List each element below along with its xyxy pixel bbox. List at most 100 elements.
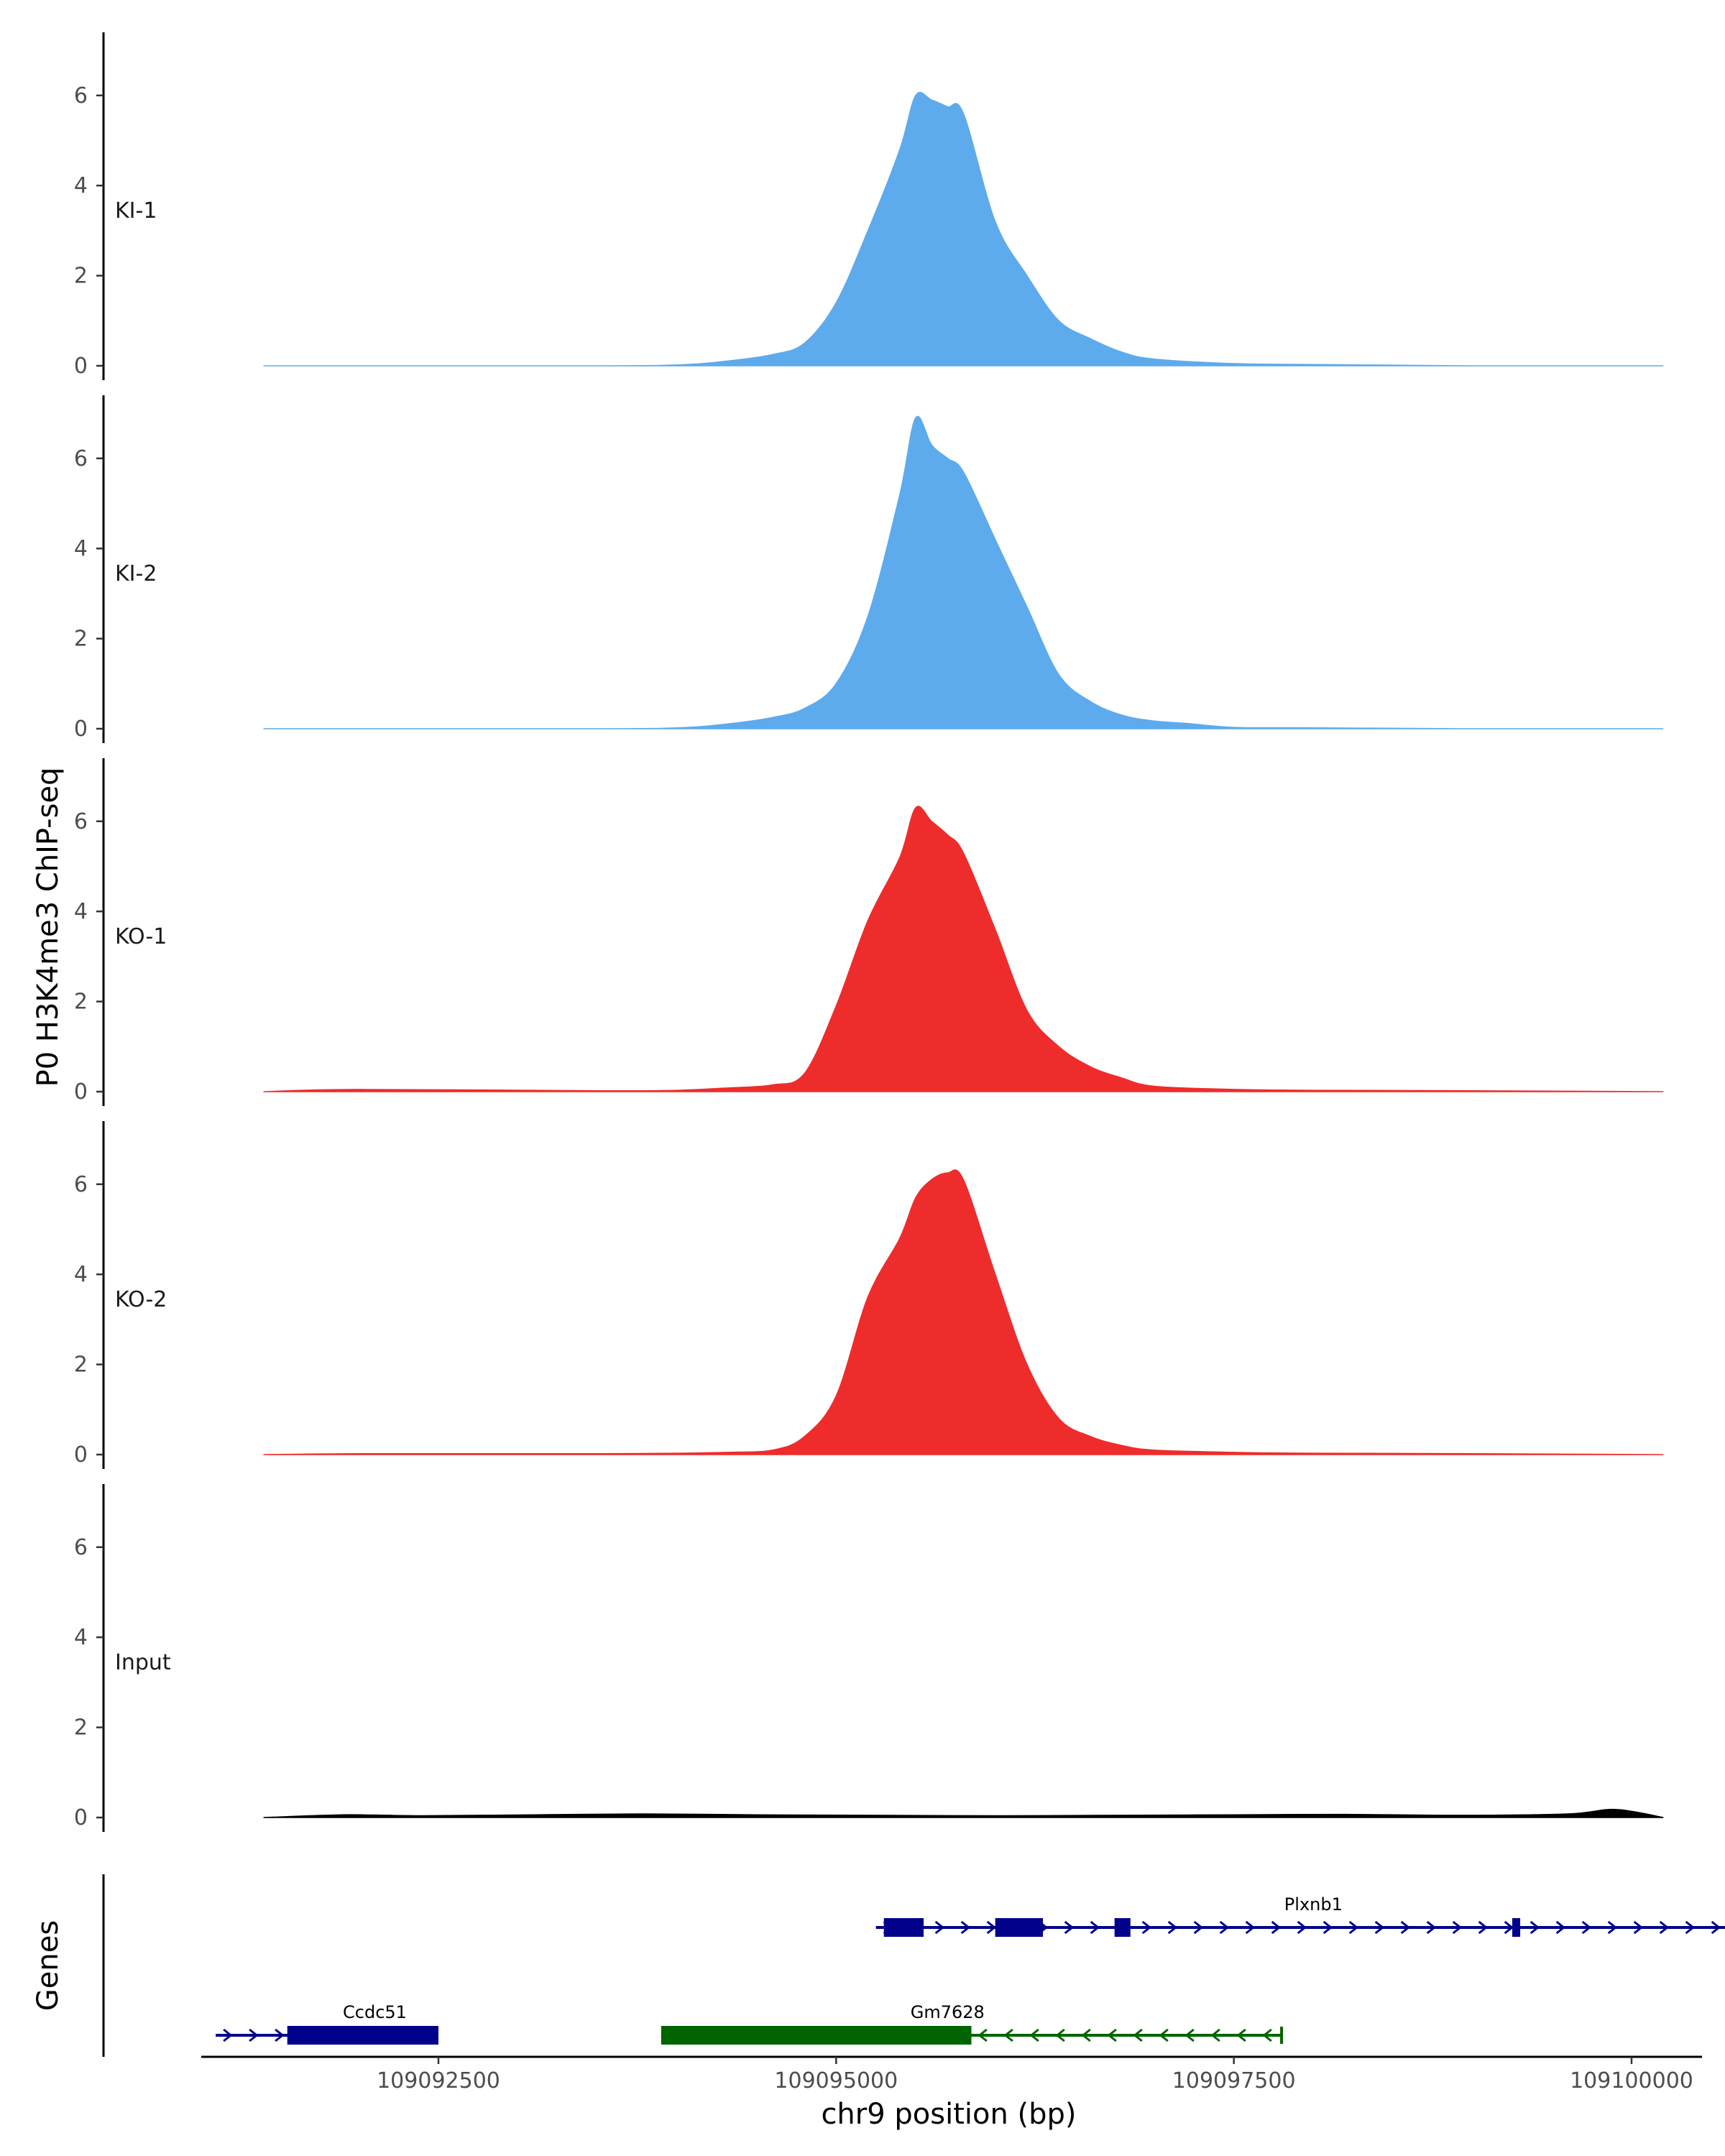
track-ki-1: 0 2 4 6 KI-1 xyxy=(74,32,1664,380)
coverage-area-input xyxy=(263,1808,1664,1818)
track-label: Input xyxy=(115,1650,171,1675)
gene-gm7628: Gm7628 xyxy=(661,2002,1284,2045)
gene-exon xyxy=(1512,1918,1521,1937)
strand-chevron xyxy=(1210,2028,1220,2042)
strand-chevron xyxy=(1426,1920,1437,1935)
strand-chevron xyxy=(960,1920,971,1935)
coverage-area-ko-1 xyxy=(263,806,1664,1092)
x-tick-label: 109095000 xyxy=(774,2068,898,2093)
strand-chevron xyxy=(1081,2028,1091,2042)
track-label: KO-1 xyxy=(115,924,167,949)
y-tick-label: 2 xyxy=(74,1715,88,1741)
track-label: KI-1 xyxy=(115,198,157,224)
strand-chevron xyxy=(1003,2028,1013,2042)
y-tick-label: 2 xyxy=(74,627,88,652)
y-tick-label: 4 xyxy=(74,1625,88,1650)
y-tick-label: 4 xyxy=(74,899,88,924)
strand-chevron xyxy=(223,2028,233,2042)
gene-plxnb1: Plxnb1 xyxy=(875,1894,1725,1937)
strand-chevron xyxy=(1530,1920,1540,1935)
y-tick-label: 2 xyxy=(74,264,88,289)
coverage-area-ki-2 xyxy=(263,415,1664,729)
strand-chevron xyxy=(934,1920,945,1935)
strand-chevron xyxy=(1159,2028,1169,2042)
strand-chevron xyxy=(1452,1920,1463,1935)
strand-chevron xyxy=(1659,1920,1670,1935)
strand-chevron xyxy=(1090,1920,1100,1935)
strand-chevron xyxy=(249,2028,259,2042)
y-tick-label: 6 xyxy=(74,446,88,471)
y-tick-label: 6 xyxy=(74,1172,88,1197)
strand-chevron xyxy=(1262,2028,1272,2042)
y-tick-label: 4 xyxy=(74,536,88,561)
strand-chevron xyxy=(1167,1920,1178,1935)
strand-chevron xyxy=(986,1920,997,1935)
coverage-area-ki-1 xyxy=(263,91,1664,367)
strand-chevron xyxy=(1029,2028,1039,2042)
y-tick-label: 0 xyxy=(74,1442,88,1468)
y-tick-label: 6 xyxy=(74,1535,88,1560)
strand-chevron xyxy=(978,2028,988,2042)
gene-exon xyxy=(995,1918,1044,1937)
y-tick-label: 0 xyxy=(74,1079,88,1105)
strand-chevron xyxy=(1581,1920,1592,1935)
y-tick-label: 2 xyxy=(74,990,88,1015)
strand-chevron xyxy=(1504,1920,1514,1935)
strand-chevron xyxy=(1633,1920,1644,1935)
y-tick-label: 0 xyxy=(74,717,88,742)
gene-label: Ccdc51 xyxy=(343,2002,407,2022)
x-tick-label: 109100000 xyxy=(1570,2068,1693,2093)
gene-label: Gm7628 xyxy=(911,2002,985,2022)
strand-chevron xyxy=(1133,2028,1143,2042)
track-input: 0 2 4 6 Input xyxy=(74,1484,1664,1832)
gene-exon xyxy=(661,2026,972,2045)
strand-chevron xyxy=(1685,1920,1696,1935)
strand-chevron xyxy=(1184,2028,1195,2042)
y-tick-label: 4 xyxy=(74,173,88,198)
strand-chevron xyxy=(1297,1920,1307,1935)
gene-ccdc51: Ccdc51 xyxy=(216,2002,438,2045)
strand-chevron xyxy=(1348,1920,1359,1935)
gene-annotation-group: Plxnb1 Ccdc51 Gm7628 xyxy=(102,1874,1725,2057)
y-tick-label: 4 xyxy=(74,1262,88,1287)
strand-chevron xyxy=(1711,1920,1721,1935)
y-tick-label: 2 xyxy=(74,1353,88,1378)
x-tick-label: 109092500 xyxy=(377,2068,500,2093)
strand-chevron xyxy=(1055,2028,1065,2042)
strand-chevron xyxy=(275,2028,285,2042)
y-tick-label: 0 xyxy=(74,1805,88,1830)
track-label: KI-2 xyxy=(115,561,157,586)
strand-chevron xyxy=(1219,1920,1230,1935)
y-tick-label: 6 xyxy=(74,83,88,109)
strand-chevron xyxy=(1193,1920,1204,1935)
x-tick-label: 109097500 xyxy=(1172,2068,1296,2093)
track-ko-2: 0 2 4 6 KO-2 xyxy=(74,1121,1664,1469)
y-axis-title: P0 H3K4me3 ChIP-seq xyxy=(32,768,65,1087)
genes-axis-title: Genes xyxy=(32,1920,65,2011)
strand-chevron xyxy=(1607,1920,1618,1935)
track-ki-2: 0 2 4 6 KI-2 xyxy=(74,395,1664,743)
gene-exon xyxy=(287,2026,438,2045)
y-tick-label: 6 xyxy=(74,809,88,834)
gene-exon xyxy=(1114,1918,1131,1937)
track-ko-1: 0 2 4 6 KO-1 xyxy=(74,758,1664,1106)
x-axis: 109092500 109095000 109097500 109100000 xyxy=(201,2055,1702,2093)
strand-chevron xyxy=(1271,1920,1282,1935)
strand-chevron xyxy=(1141,1920,1152,1935)
strand-chevron xyxy=(1400,1920,1411,1935)
strand-chevron xyxy=(1245,1920,1256,1935)
strand-chevron xyxy=(1107,2028,1117,2042)
coverage-area-ko-2 xyxy=(263,1169,1664,1455)
strand-chevron xyxy=(1322,1920,1333,1935)
strand-chevron xyxy=(1478,1920,1489,1935)
track-label: KO-2 xyxy=(115,1287,167,1312)
gene-label: Plxnb1 xyxy=(1284,1894,1343,1915)
y-tick-label: 0 xyxy=(74,354,88,379)
strand-chevron xyxy=(1064,1920,1075,1935)
strand-chevron xyxy=(1555,1920,1566,1935)
gene-exon xyxy=(883,1918,924,1937)
strand-chevron xyxy=(1374,1920,1385,1935)
strand-chevron xyxy=(1236,2028,1246,2042)
x-axis-title: chr9 position (bp) xyxy=(821,2098,1076,2131)
